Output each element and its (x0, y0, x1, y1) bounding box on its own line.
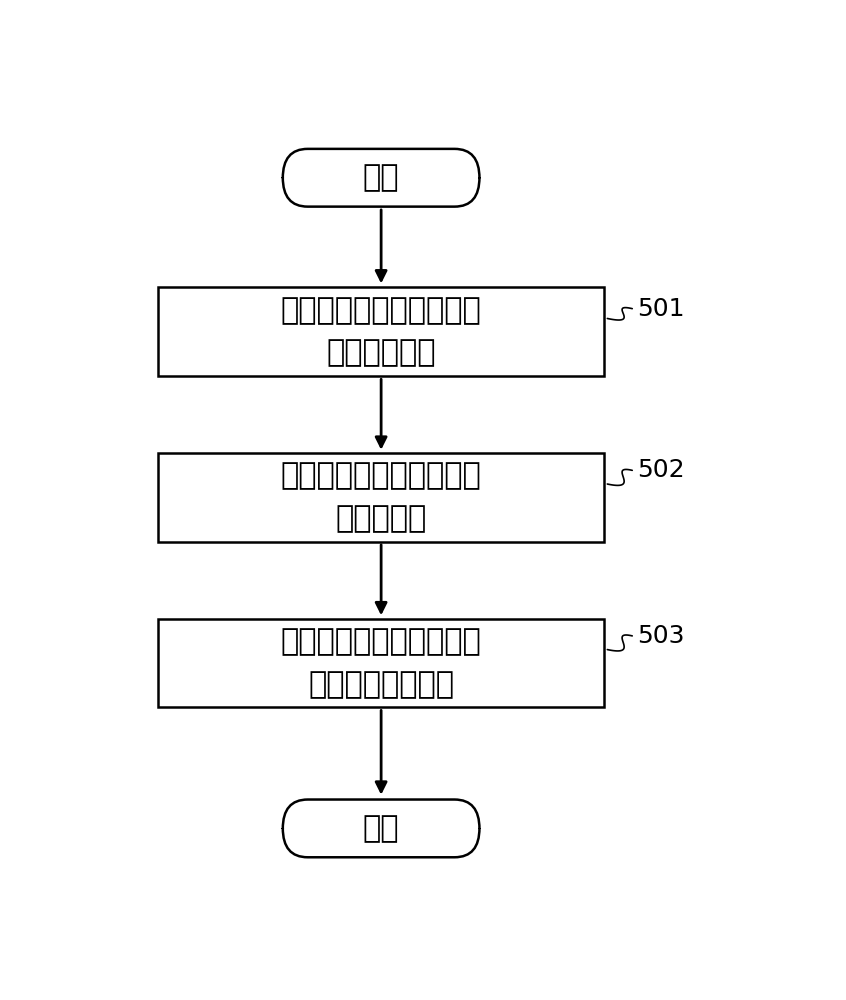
Text: 通过瞬态降温曲线计算瞬
态热阻抗曲线: 通过瞬态降温曲线计算瞬 态热阻抗曲线 (281, 296, 481, 368)
FancyBboxPatch shape (283, 149, 480, 207)
FancyBboxPatch shape (158, 619, 604, 707)
FancyBboxPatch shape (283, 800, 480, 857)
Text: 通过瞬态热阻抗曲线计算
分离点曲线: 通过瞬态热阻抗曲线计算 分离点曲线 (281, 461, 481, 533)
Text: 结束: 结束 (363, 814, 399, 843)
Text: 通过分离点曲线使用分离
判据计算结壳热阻: 通过分离点曲线使用分离 判据计算结壳热阻 (281, 627, 481, 699)
Text: 502: 502 (637, 458, 684, 482)
FancyBboxPatch shape (158, 287, 604, 376)
FancyBboxPatch shape (158, 453, 604, 542)
Text: 501: 501 (637, 297, 684, 321)
Text: 503: 503 (637, 624, 684, 648)
Text: 开始: 开始 (363, 163, 399, 192)
